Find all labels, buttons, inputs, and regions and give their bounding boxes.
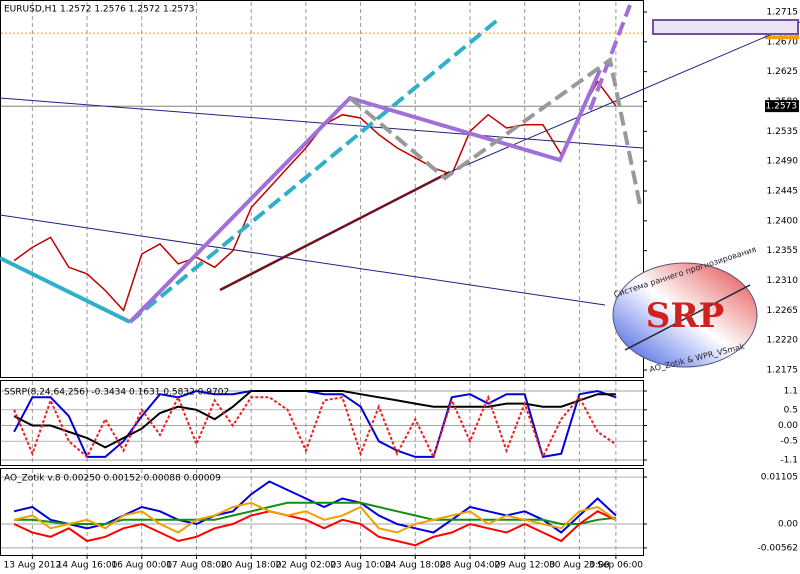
x-tick-label: 29 Aug 12:00	[494, 561, 555, 571]
series-line	[13, 394, 617, 460]
x-tick-label: 24 Aug 18:00	[385, 561, 446, 571]
series-line	[13, 390, 616, 449]
price-label: 1.2573	[766, 102, 798, 112]
y-tick-label: 0.00	[778, 520, 798, 530]
y-tick-label: 1.2355	[767, 246, 799, 256]
x-tick-label: 17 Aug 08:00	[166, 561, 227, 571]
x-tick-label: 3 Sep 06:00	[589, 561, 644, 571]
logo-ellipse	[612, 262, 758, 368]
x-tick-label: 30 Aug 20:00	[549, 561, 610, 571]
y-tick-label: 1.2445	[767, 186, 799, 196]
y-tick-label: 1.2490	[767, 157, 799, 167]
panel-title: SSRP(8,24,64,256) -0.3434 0.1631 0.5832 …	[4, 388, 229, 398]
y-tick-label: 1.2400	[767, 216, 799, 226]
series-line	[13, 501, 617, 534]
y-tick-label: 1.2535	[767, 127, 799, 137]
y-tick-label: -0.5	[780, 437, 798, 447]
x-tick-label: 13 Aug 2012	[4, 561, 62, 571]
y-tick-label: 1.2265	[767, 306, 799, 316]
trend-line	[128, 69, 602, 324]
y-tick-label: 1.2175	[767, 366, 799, 376]
logo-title: SRP	[646, 296, 724, 336]
trend-line	[449, 21, 800, 173]
y-tick-label: 0.5	[784, 405, 798, 415]
trend-line	[219, 170, 451, 292]
y-tick-label: -0.00562	[758, 543, 798, 553]
y-tick-label: 0.01105	[761, 473, 798, 483]
x-tick-label: 16 Aug 00:00	[111, 561, 172, 571]
x-tick-label: 22 Aug 02:00	[276, 561, 337, 571]
y-tick-label: 1.1	[784, 387, 798, 397]
panel-frame	[0, 380, 644, 466]
series-line	[13, 510, 617, 547]
y-tick-label: 1.2625	[767, 67, 799, 77]
y-tick-label: 1.2220	[767, 336, 799, 346]
trend-line	[348, 56, 642, 206]
y-tick-label: 0.00	[778, 421, 798, 431]
panel-frame	[0, 468, 644, 556]
y-tick-label: -1.1	[780, 455, 798, 465]
zone-box	[652, 19, 799, 35]
main-frame	[0, 0, 644, 378]
y-tick-label: 1.2715	[767, 7, 799, 17]
trend-line	[588, 4, 632, 111]
x-tick-label: 23 Aug 10:00	[330, 561, 391, 571]
trend-line	[0, 214, 606, 306]
y-tick-label: 1.2670	[767, 37, 799, 47]
y-tick-label: 1.2310	[767, 276, 799, 286]
trend-line	[0, 97, 644, 149]
logo-arrow	[624, 284, 751, 351]
series-line	[13, 389, 617, 459]
x-tick-label: 28 Aug 04:00	[440, 561, 501, 571]
price-label-box	[765, 100, 799, 113]
x-tick-label: 14 Aug 16:00	[57, 561, 118, 571]
trend-lines	[0, 4, 800, 324]
x-tick-label: 20 Aug 18:00	[221, 561, 282, 571]
panel-title: AO_Zotik v.8 0.00250 0.00152 0.00088 0.0…	[4, 474, 221, 484]
trend-line	[0, 256, 131, 324]
chart-title: EURUSD,H1 1.2572 1.2576 1.2572 1.2573	[4, 5, 195, 15]
